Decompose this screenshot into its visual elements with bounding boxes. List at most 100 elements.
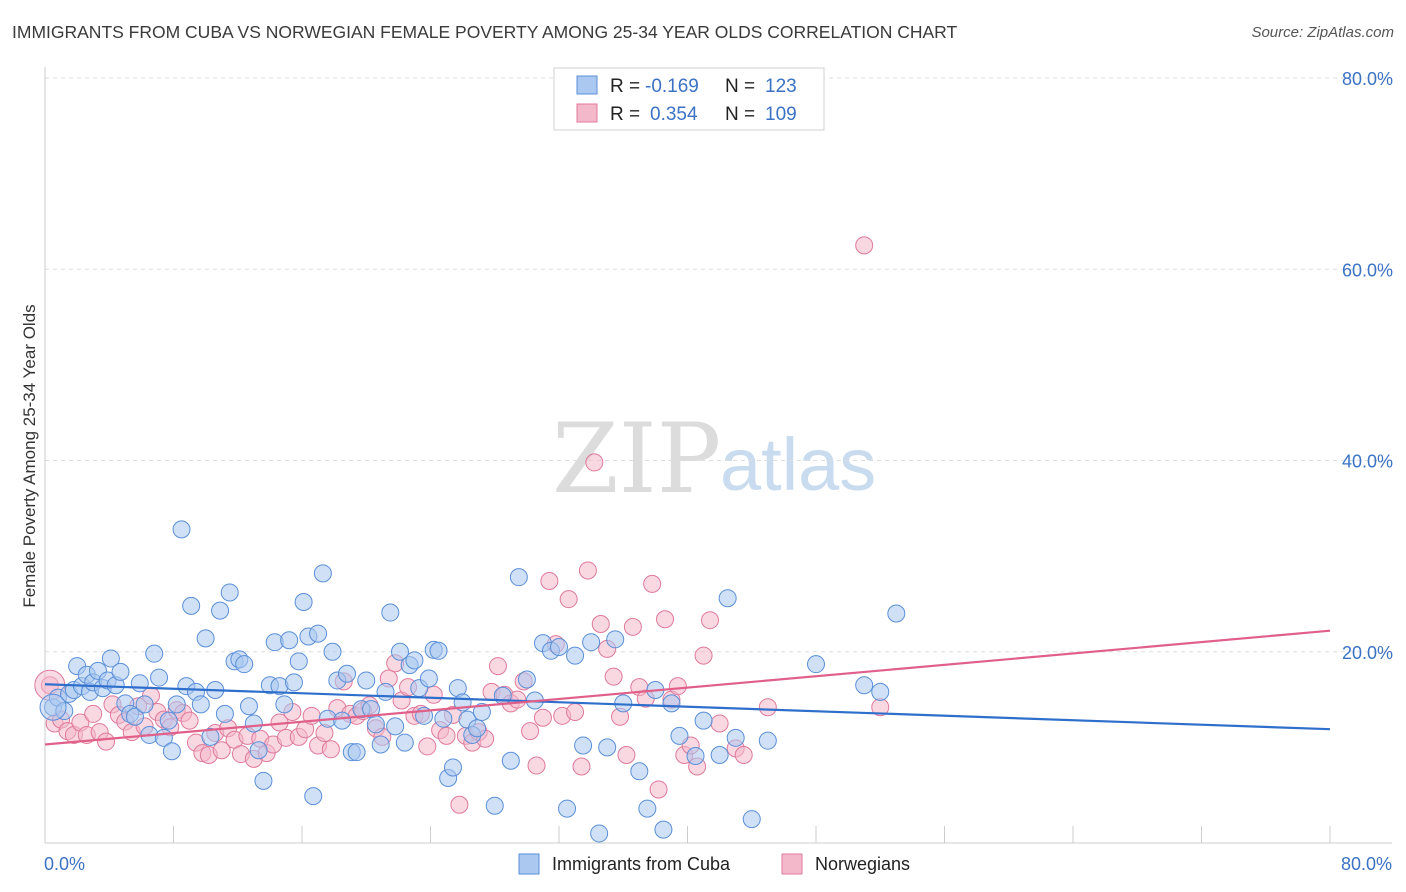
cuba-point bbox=[249, 741, 268, 760]
cuba-point bbox=[726, 728, 745, 747]
legend-r-label-cuba: R = bbox=[610, 76, 640, 97]
cuba-point bbox=[710, 746, 729, 765]
norwegians-point bbox=[450, 795, 469, 814]
cuba-point bbox=[172, 520, 191, 539]
norwegians-point bbox=[566, 702, 585, 721]
cuba-point bbox=[405, 651, 424, 670]
cuba-point bbox=[395, 733, 414, 752]
cuba-point bbox=[390, 642, 409, 661]
watermark-zip: ZIP bbox=[552, 403, 721, 515]
cuba-point bbox=[654, 820, 673, 839]
y-tick-label: 60.0% bbox=[1342, 260, 1393, 280]
norwegians-point bbox=[623, 617, 642, 636]
x-axis-ticks bbox=[44, 826, 1331, 843]
legend-box bbox=[553, 67, 825, 131]
cuba-point bbox=[366, 715, 385, 734]
series-legend: Immigrants from Cuba Norwegians bbox=[518, 853, 910, 875]
cuba-point bbox=[606, 630, 625, 649]
chart-title: IMMIGRANTS FROM CUBA VS NORWEGIAN FEMALE… bbox=[12, 22, 958, 42]
cuba-point bbox=[284, 673, 303, 692]
cuba-point bbox=[686, 746, 705, 765]
norwegians-point bbox=[559, 590, 578, 609]
legend-n-value-cuba: 123 bbox=[765, 76, 797, 97]
norwegians-point bbox=[649, 780, 668, 799]
legend-n-label-cuba: N = bbox=[725, 76, 755, 97]
norwegians-point bbox=[643, 574, 662, 593]
correlation-legend: R = -0.169 N = 123 R = 0.354 N = 109 bbox=[553, 67, 825, 131]
norwegians-point bbox=[710, 714, 729, 733]
norwegians-point bbox=[527, 756, 546, 775]
cuba-point bbox=[670, 726, 689, 745]
cuba-point bbox=[598, 738, 617, 757]
norwegians-point bbox=[604, 667, 623, 686]
norwegians-point bbox=[84, 704, 103, 723]
norwegians-point bbox=[656, 610, 675, 629]
cuba-point bbox=[289, 652, 308, 671]
cuba-point bbox=[304, 787, 323, 806]
y-tick-label: 20.0% bbox=[1342, 643, 1393, 663]
legend-swatch-norwegians bbox=[576, 103, 598, 123]
cuba-point bbox=[196, 629, 215, 648]
y-tick-labels: 20.0% 40.0% 60.0% 80.0% bbox=[1342, 69, 1393, 663]
cuba-point bbox=[275, 695, 294, 714]
norwegians-point bbox=[212, 741, 231, 760]
cuba-point bbox=[855, 676, 874, 695]
cuba-point bbox=[429, 641, 448, 660]
cuba-point bbox=[309, 624, 328, 643]
norwegians-point bbox=[180, 711, 199, 730]
cuba-point bbox=[501, 751, 520, 770]
cuba-point bbox=[125, 707, 144, 726]
cuba-point bbox=[582, 633, 601, 652]
cuba-point bbox=[493, 686, 512, 705]
cuba-point bbox=[347, 743, 366, 762]
y-tick-label: 80.0% bbox=[1342, 69, 1393, 89]
legend-n-value-norwegians: 109 bbox=[765, 104, 797, 125]
cuba-point bbox=[167, 695, 186, 714]
cuba-point bbox=[485, 796, 504, 815]
cuba-point bbox=[150, 668, 169, 687]
norwegians-point bbox=[418, 737, 437, 756]
cuba-point bbox=[662, 694, 681, 713]
cuba-point bbox=[313, 564, 332, 583]
cuba-point bbox=[159, 711, 178, 730]
norwegians-point bbox=[758, 698, 777, 717]
cuba-point bbox=[871, 682, 890, 701]
cuba-point bbox=[220, 583, 239, 602]
cuba-point bbox=[807, 655, 825, 674]
cuba-point bbox=[419, 669, 438, 688]
cuba-trend-line bbox=[44, 683, 1331, 731]
cuba-point bbox=[434, 709, 453, 728]
cuba-point bbox=[333, 711, 352, 730]
cuba-point bbox=[323, 642, 342, 661]
cuba-point bbox=[550, 637, 568, 656]
cuba-point bbox=[39, 693, 67, 721]
cuba-point bbox=[574, 736, 593, 755]
cuba-point bbox=[337, 664, 356, 683]
norwegians-point bbox=[97, 732, 116, 751]
cuba-point bbox=[558, 799, 577, 818]
cuba-point bbox=[191, 695, 210, 714]
norwegians-point bbox=[437, 726, 456, 745]
cuba-point bbox=[509, 568, 528, 587]
bottom-legend-label-norwegians: Norwegians bbox=[815, 854, 910, 874]
norwegians-point bbox=[540, 571, 559, 590]
cuba-point bbox=[145, 644, 164, 663]
norwegians-point bbox=[734, 746, 753, 765]
norwegians-point bbox=[533, 708, 552, 727]
cuba-point bbox=[130, 674, 149, 693]
legend-r-label-norwegians: R = bbox=[610, 104, 640, 125]
bottom-legend-swatch-cuba bbox=[518, 853, 540, 875]
bottom-legend-label-cuba: Immigrants from Cuba bbox=[552, 854, 731, 874]
bottom-legend-swatch-norwegians bbox=[781, 853, 803, 875]
cuba-point bbox=[254, 771, 273, 790]
cuba-point bbox=[630, 762, 649, 781]
cuba-point bbox=[201, 727, 220, 746]
cuba-point bbox=[357, 671, 376, 690]
legend-r-value-cuba: -0.169 bbox=[645, 76, 699, 97]
cuba-point bbox=[718, 589, 737, 608]
cuba-point bbox=[244, 714, 263, 733]
chart-source: Source: ZipAtlas.com bbox=[1251, 24, 1394, 41]
norwegians-point bbox=[668, 677, 687, 696]
norwegians-point bbox=[694, 646, 713, 665]
